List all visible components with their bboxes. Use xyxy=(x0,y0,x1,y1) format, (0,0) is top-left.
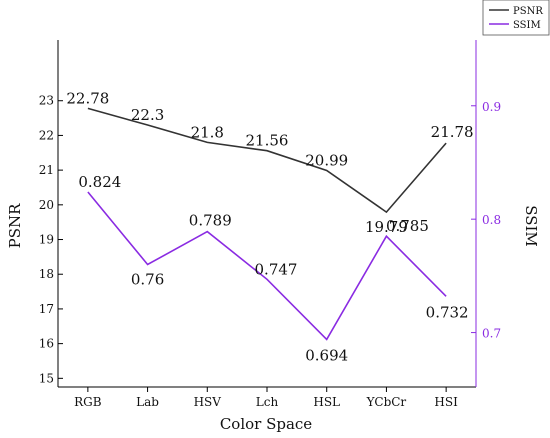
data-label-psnr: 21.8 xyxy=(191,123,224,141)
data-labels: 22.78 22.3 21.8 21.56 20.99 19.79 21.78 0.824 0.… xyxy=(66,89,473,364)
x-axis: RGB Lab HSV Lch HSL YCbCr HSI xyxy=(74,387,458,409)
legend-box xyxy=(482,0,550,36)
data-label-psnr: 19.79 xyxy=(365,218,408,236)
x-tick-label: RGB xyxy=(74,395,102,409)
x-tick-label: Lab xyxy=(136,395,159,409)
y-tick-label: 18 xyxy=(39,267,54,281)
x-tick-label: YCbCr xyxy=(366,395,407,409)
y-tick-label: 20 xyxy=(39,198,54,212)
x-axis-title: Color Space xyxy=(220,415,312,433)
legend-label: PSNR xyxy=(513,6,543,17)
data-label-ssim: 0.824 xyxy=(78,173,121,191)
x-tick-label: HSI xyxy=(434,395,458,409)
x-tick-label: HSV xyxy=(194,395,222,409)
legend-label: SSIM xyxy=(513,20,541,31)
legend: PSNR SSIM xyxy=(482,0,550,36)
data-label-psnr: 22.3 xyxy=(131,106,164,124)
y-axis-left: 15 16 17 18 19 20 21 22 23 xyxy=(39,94,63,385)
y-tick-label: 16 xyxy=(39,337,54,351)
data-label-ssim: 0.747 xyxy=(255,260,298,278)
data-label-ssim: 0.732 xyxy=(426,303,469,321)
series-line-psnr xyxy=(87,107,447,214)
y-tick-label: 17 xyxy=(39,302,54,316)
data-label-psnr: 21.56 xyxy=(246,132,289,150)
data-label-psnr: 20.99 xyxy=(305,151,348,169)
data-label-ssim: 0.76 xyxy=(131,271,164,289)
y-tick-label: 19 xyxy=(39,233,54,247)
data-label-ssim: 0.785 xyxy=(386,217,429,235)
plot-frame xyxy=(57,40,477,388)
x-tick-label: HSL xyxy=(313,395,340,409)
y-tick-label: 21 xyxy=(39,163,54,177)
y2-axis-title: SSIM xyxy=(522,205,540,247)
data-label-psnr: 22.78 xyxy=(66,89,109,107)
data-label-ssim: 0.694 xyxy=(305,346,348,364)
y-axis-right: 0.7 0.8 0.9 xyxy=(471,100,501,341)
x-tick-label: Lch xyxy=(256,395,279,409)
y2-tick-label: 0.7 xyxy=(482,327,501,341)
y2-tick-label: 0.9 xyxy=(482,100,501,114)
series-line-ssim xyxy=(87,191,447,341)
y-tick-label: 22 xyxy=(39,128,54,142)
y-tick-label: 15 xyxy=(39,371,54,385)
data-label-ssim: 0.789 xyxy=(189,212,232,230)
y-axis-title: PSNR xyxy=(6,203,24,248)
data-label-psnr: 21.78 xyxy=(431,123,474,141)
y2-tick-label: 0.8 xyxy=(482,213,501,227)
series-layer xyxy=(87,107,447,341)
y-tick-label: 23 xyxy=(39,94,54,108)
